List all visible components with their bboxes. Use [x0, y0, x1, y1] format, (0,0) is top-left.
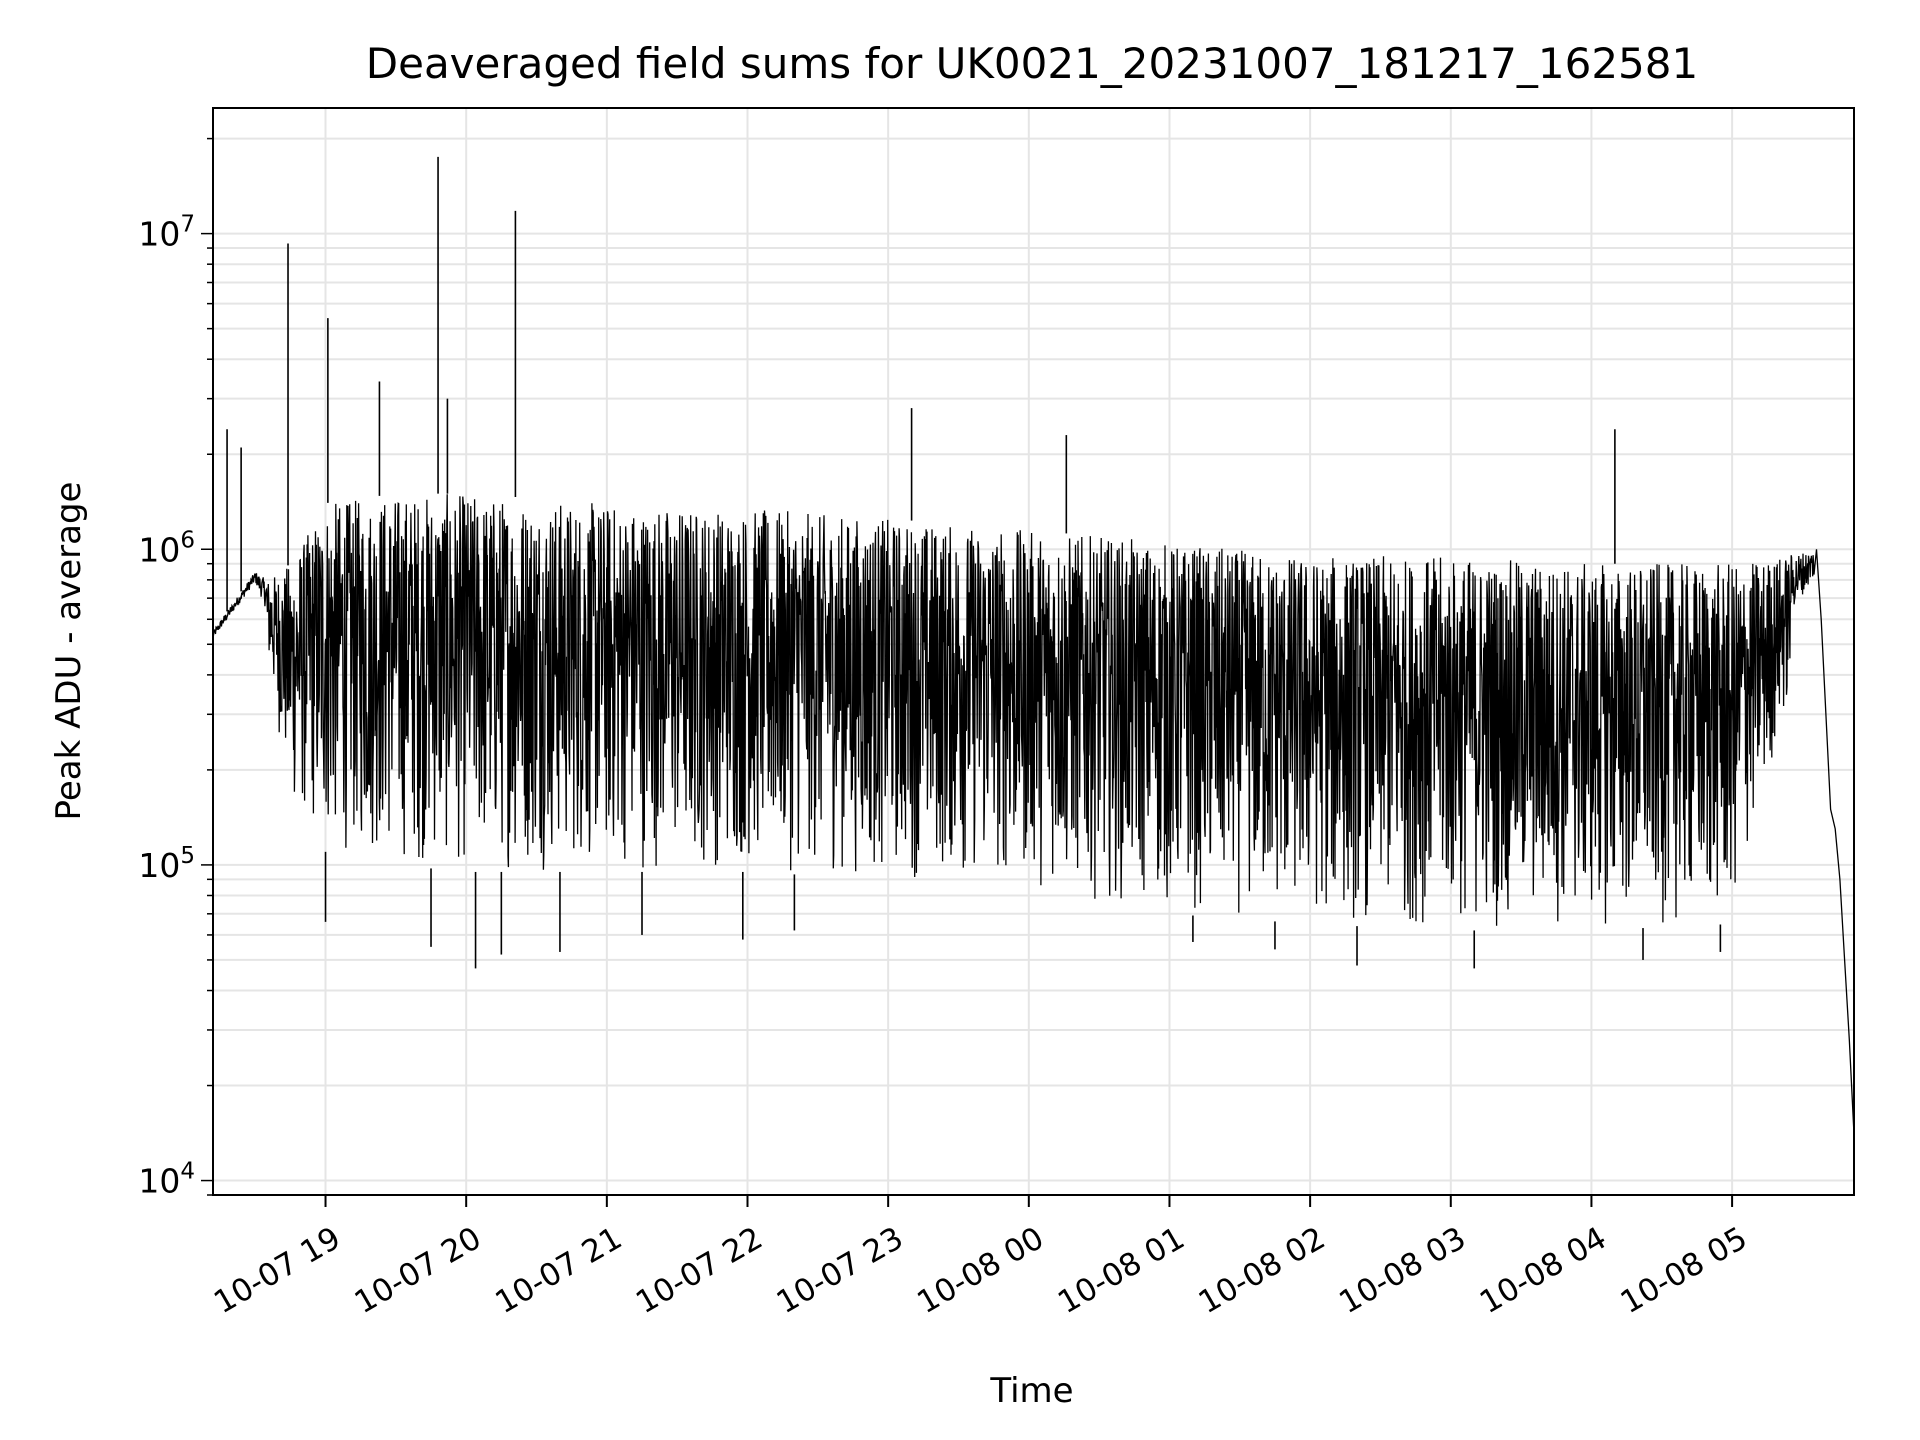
- x-tick-label: 10-07 20: [349, 1220, 488, 1321]
- y-tick-exponent: 4: [180, 1159, 195, 1185]
- y-tick-label: 105: [138, 843, 195, 885]
- x-tick-label: 10-07 22: [630, 1220, 769, 1321]
- x-tick-label: 10-08 02: [1193, 1220, 1332, 1321]
- plot-frame: [212, 107, 1855, 1196]
- x-axis-label: Time: [989, 1371, 1073, 1411]
- y-axis-label: Peak ADU - average: [49, 482, 89, 821]
- y-tick-base: 10: [138, 215, 180, 254]
- x-tick-label: 10-08 00: [911, 1220, 1050, 1321]
- y-tick-base: 10: [138, 846, 180, 885]
- x-tick-label: 10-07 19: [208, 1220, 347, 1321]
- data-layer: [212, 156, 1855, 1135]
- x-tick-label: 10-07 23: [771, 1220, 910, 1321]
- x-tick-label: 10-08 01: [1052, 1220, 1191, 1321]
- x-tick-label: 10-07 21: [489, 1220, 628, 1321]
- y-tick-exponent: 5: [180, 843, 195, 869]
- series-line: [212, 494, 1855, 1135]
- y-tick-base: 10: [138, 530, 180, 569]
- x-tick-label: 10-08 03: [1333, 1220, 1472, 1321]
- chart-title: Deaveraged field sums for UK0021_2023100…: [366, 39, 1698, 88]
- y-tick-exponent: 7: [180, 212, 195, 238]
- y-tick-label: 104: [138, 1159, 195, 1201]
- y-tick-label: 107: [138, 212, 195, 254]
- y-tick-base: 10: [138, 1162, 180, 1201]
- x-tick-label: 10-08 04: [1474, 1220, 1613, 1321]
- y-tick-exponent: 6: [180, 527, 195, 553]
- x-tick-label: 10-08 05: [1615, 1220, 1754, 1321]
- y-tick-label: 106: [138, 527, 195, 569]
